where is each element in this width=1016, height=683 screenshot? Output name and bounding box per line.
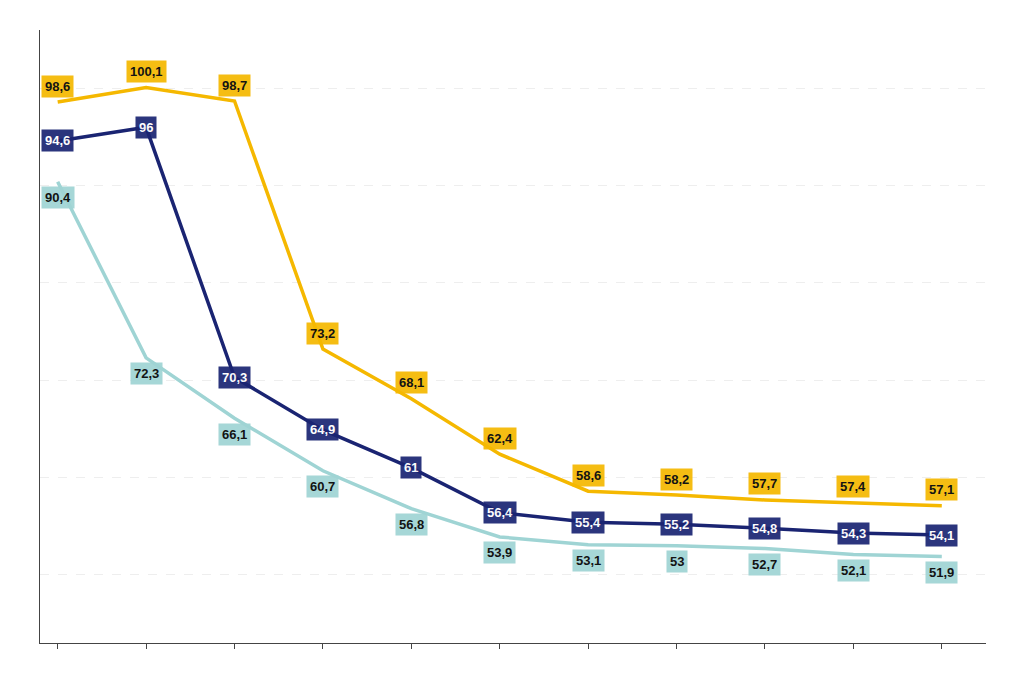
svg-text:53: 53 (670, 554, 684, 569)
svg-text:53,1: 53,1 (576, 553, 601, 568)
svg-text:56,8: 56,8 (399, 517, 424, 532)
svg-text:54,1: 54,1 (929, 528, 954, 543)
svg-text:94,6: 94,6 (45, 133, 70, 148)
svg-text:60,7: 60,7 (310, 479, 335, 494)
svg-text:51,9: 51,9 (929, 565, 954, 580)
svg-text:70,3: 70,3 (222, 370, 247, 385)
svg-text:53,9: 53,9 (487, 545, 512, 560)
svg-text:52,1: 52,1 (841, 563, 866, 578)
svg-text:55,4: 55,4 (575, 515, 601, 530)
svg-text:98,6: 98,6 (45, 79, 70, 94)
svg-text:54,3: 54,3 (841, 526, 866, 541)
svg-text:58,2: 58,2 (664, 472, 689, 487)
svg-text:66,1: 66,1 (222, 427, 247, 442)
svg-text:55,2: 55,2 (664, 517, 689, 532)
svg-text:54,8: 54,8 (752, 521, 777, 536)
svg-text:52,7: 52,7 (752, 557, 777, 572)
svg-text:73,2: 73,2 (310, 326, 335, 341)
svg-text:64,9: 64,9 (310, 422, 335, 437)
svg-text:57,4: 57,4 (840, 479, 866, 494)
svg-text:68,1: 68,1 (399, 375, 424, 390)
svg-text:57,7: 57,7 (752, 476, 777, 491)
svg-text:90,4: 90,4 (45, 190, 71, 205)
svg-text:96: 96 (139, 120, 153, 135)
svg-text:58,6: 58,6 (576, 468, 601, 483)
svg-text:72,3: 72,3 (134, 366, 159, 381)
svg-text:57,1: 57,1 (929, 482, 954, 497)
svg-text:100,1: 100,1 (130, 64, 163, 79)
svg-text:56,4: 56,4 (487, 505, 513, 520)
svg-text:61: 61 (404, 460, 418, 475)
svg-text:98,7: 98,7 (222, 78, 247, 93)
svg-text:62,4: 62,4 (487, 431, 513, 446)
